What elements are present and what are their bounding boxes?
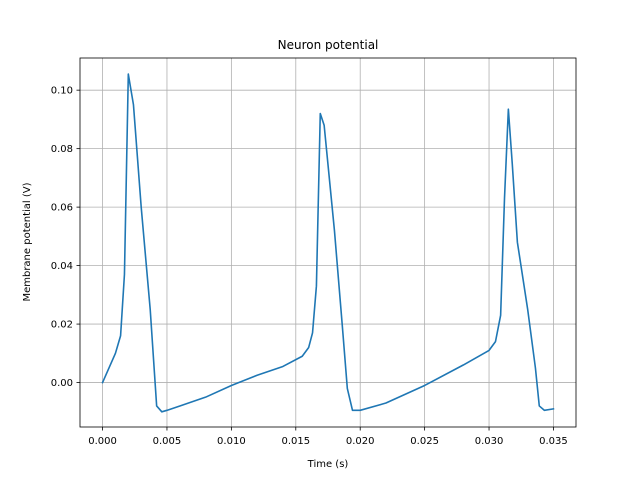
y-tick-label: 0.04 bbox=[51, 261, 73, 272]
grid bbox=[80, 58, 576, 427]
series-layer bbox=[101, 73, 555, 413]
y-tick-label: 0.00 bbox=[51, 378, 73, 389]
x-tick-label: 0.005 bbox=[153, 436, 182, 447]
y-tick-label: 0.10 bbox=[51, 86, 73, 97]
x-tick-label: 0.025 bbox=[410, 436, 439, 447]
x-axis-title: Time (s) bbox=[307, 459, 349, 470]
y-axis-title: Membrane potential (V) bbox=[22, 182, 33, 301]
x-tick-label: 0.035 bbox=[539, 436, 568, 447]
x-tick-label: 0.000 bbox=[88, 436, 117, 447]
x-tick-label: 0.010 bbox=[217, 436, 246, 447]
y-tick-label: 0.08 bbox=[51, 144, 73, 155]
x-tick-label: 0.015 bbox=[281, 436, 310, 447]
plot-frame bbox=[79, 57, 577, 428]
chart-title: Neuron potential bbox=[278, 38, 379, 52]
x-tick-label: 0.020 bbox=[346, 436, 375, 447]
series-line-0 bbox=[101, 73, 555, 413]
y-tick-label: 0.06 bbox=[51, 203, 73, 214]
ticks: 0.000 0.005 0.010 0.015 0.020 0.025 0.030 0.035… bbox=[51, 86, 568, 447]
y-tick-label: 0.02 bbox=[51, 320, 73, 331]
x-tick-label: 0.030 bbox=[475, 436, 504, 447]
